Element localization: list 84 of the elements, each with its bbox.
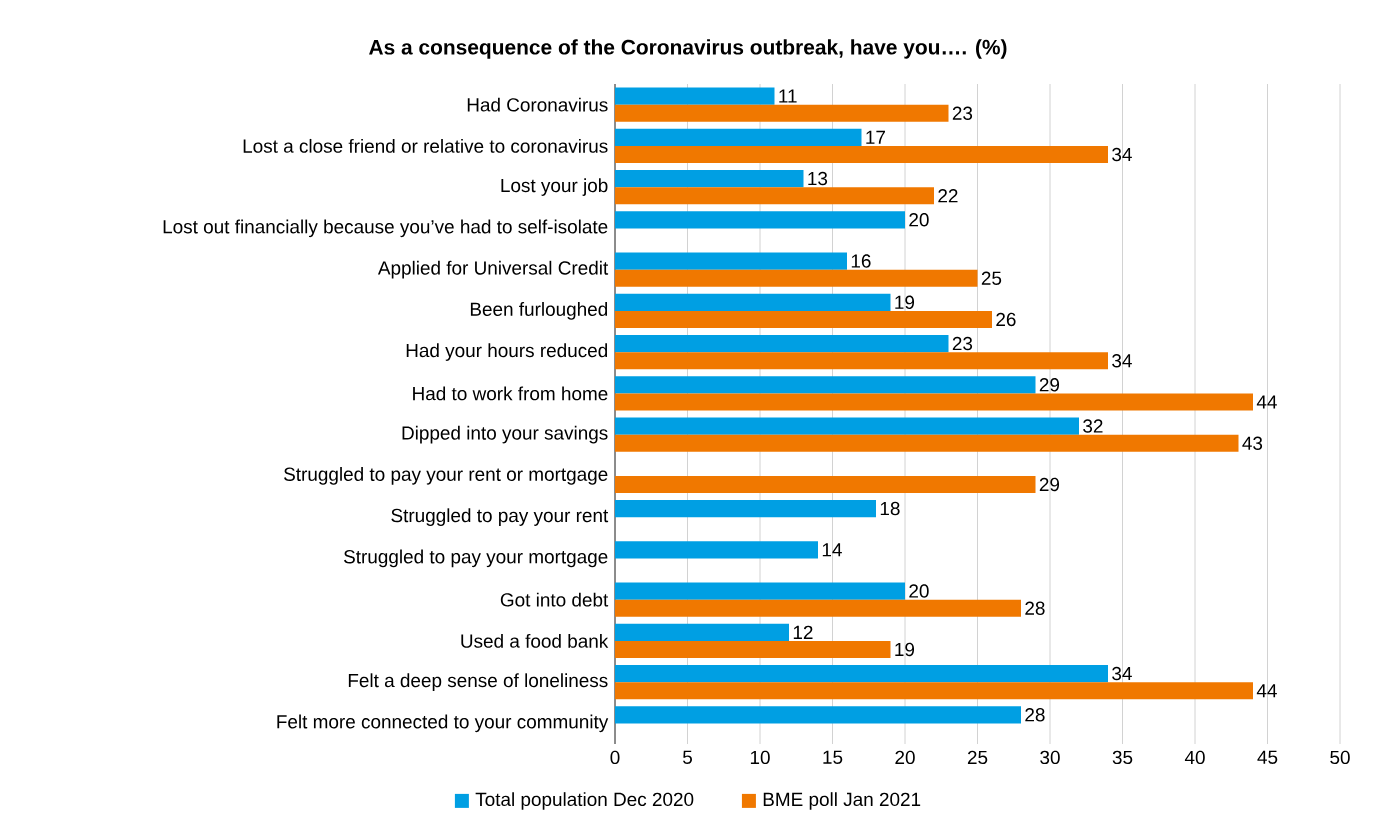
- data-label: 17: [866, 130, 886, 144]
- bar: [615, 252, 847, 270]
- y-tick-label: Struggled to pay your rent: [391, 508, 609, 526]
- bar: [615, 352, 1108, 370]
- bar: [615, 145, 1108, 164]
- y-tick-label: Felt a deep sense of loneliness: [348, 673, 608, 691]
- data-label: 22: [938, 189, 958, 203]
- bar: [615, 541, 818, 559]
- x-tick-label: 15: [823, 750, 843, 764]
- bar: [615, 169, 804, 188]
- legend-label: Total population Dec 2020: [475, 792, 694, 810]
- x-tick-label: 50: [1330, 750, 1350, 765]
- data-label: 18: [880, 501, 900, 516]
- x-tick-label: 25: [967, 750, 988, 765]
- y-tick-label: Struggled to pay your rent or mortgage: [284, 467, 608, 485]
- bar: [615, 582, 905, 600]
- bar: [615, 499, 876, 518]
- y-tick-label: Dipped into your savings: [402, 425, 608, 444]
- bar: [615, 682, 1253, 700]
- x-tick-label: 0: [610, 750, 620, 765]
- y-tick-label: Had Coronavirus: [467, 97, 608, 112]
- x-tick-label: 5: [682, 750, 692, 764]
- data-label: 16: [851, 254, 871, 268]
- y-tick-label: Lost out financially because you’ve had to self-isolate: [163, 219, 608, 238]
- bar: [615, 269, 978, 287]
- data-label: 34: [1112, 666, 1132, 681]
- x-tick-label: 30: [1040, 750, 1060, 765]
- data-label: 44: [1256, 684, 1277, 698]
- y-tick-label: Got into debt: [500, 592, 609, 607]
- x-tick-label: 35: [1112, 750, 1133, 765]
- x-tick-label: 10: [750, 750, 770, 765]
- data-label: 28: [1025, 601, 1045, 615]
- bar: [615, 310, 992, 329]
- bar: [615, 599, 1021, 617]
- bar: [615, 434, 1239, 452]
- bar: [615, 664, 1108, 683]
- data-label: 11: [779, 89, 797, 103]
- bar: [615, 475, 1036, 494]
- data-label: 43: [1242, 436, 1263, 450]
- bar: [615, 706, 1021, 724]
- data-label: 29: [1039, 378, 1060, 392]
- bar: [615, 334, 949, 353]
- bar: [615, 417, 1079, 435]
- data-label: 28: [1025, 708, 1045, 722]
- data-label: 14: [822, 543, 842, 557]
- data-label: 19: [895, 642, 915, 657]
- y-tick-label: Used a food bank: [461, 633, 609, 648]
- data-label: 20: [909, 584, 929, 598]
- data-label: 20: [909, 213, 929, 227]
- data-label: 12: [793, 625, 813, 639]
- data-label: 26: [996, 312, 1016, 327]
- bar: [615, 376, 1036, 394]
- bar: [615, 640, 891, 659]
- data-label: 29: [1039, 477, 1060, 492]
- bar: [615, 393, 1253, 411]
- data-label: 23: [952, 106, 973, 120]
- data-label: 44: [1256, 395, 1277, 409]
- x-tick-label: 40: [1184, 750, 1205, 765]
- chart-title: As a consequence of the Coronavirus outbreak, have you…. (%): [369, 39, 1007, 59]
- y-tick-label: Had to work from home: [413, 386, 608, 401]
- y-tick-label: Lost a close friend or relative to coronavirus: [243, 138, 608, 153]
- y-tick-label: Applied for Universal Credit: [377, 260, 609, 279]
- data-label: 34: [1112, 354, 1132, 368]
- x-tick-label: 45: [1257, 750, 1278, 764]
- bar: [615, 187, 934, 205]
- y-tick-label: Felt more connected to your community: [277, 714, 609, 733]
- bar: [615, 128, 862, 146]
- y-tick-label: Struggled to pay your mortgage: [344, 549, 608, 568]
- data-label: 32: [1083, 419, 1103, 433]
- bar: [615, 293, 891, 311]
- data-label: 34: [1112, 147, 1132, 162]
- legend-label: BME poll Jan 2021: [763, 792, 921, 810]
- bar: [615, 211, 905, 229]
- data-label: 25: [981, 271, 1002, 285]
- x-tick-label: 20: [895, 750, 915, 765]
- bar: [615, 623, 789, 641]
- y-tick-label: Lost your job: [501, 178, 608, 196]
- y-tick-label: Been furloughed: [470, 302, 608, 320]
- y-tick-label: Had your hours reduced: [406, 343, 608, 361]
- data-label: 23: [952, 336, 973, 351]
- data-label: 13: [808, 171, 828, 186]
- bar: [615, 104, 949, 122]
- bar: [615, 87, 775, 105]
- data-label: 19: [895, 295, 915, 309]
